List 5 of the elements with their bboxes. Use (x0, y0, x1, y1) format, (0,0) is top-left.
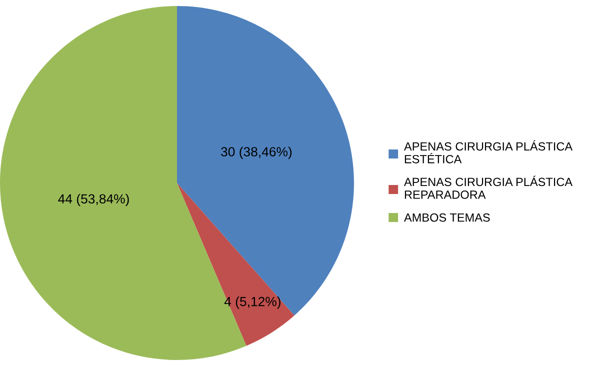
legend-label: APENAS CIRURGIA PLÁSTICA ESTÉTICA (404, 140, 573, 164)
data-label: 44 (53,84%) (58, 194, 129, 206)
legend-label: APENAS CIRURGIA PLÁSTICA REPARADORA (404, 176, 573, 199)
legend-label: AMBOS TEMAS (404, 213, 490, 222)
data-label: 30 (38,46%) (221, 146, 292, 160)
